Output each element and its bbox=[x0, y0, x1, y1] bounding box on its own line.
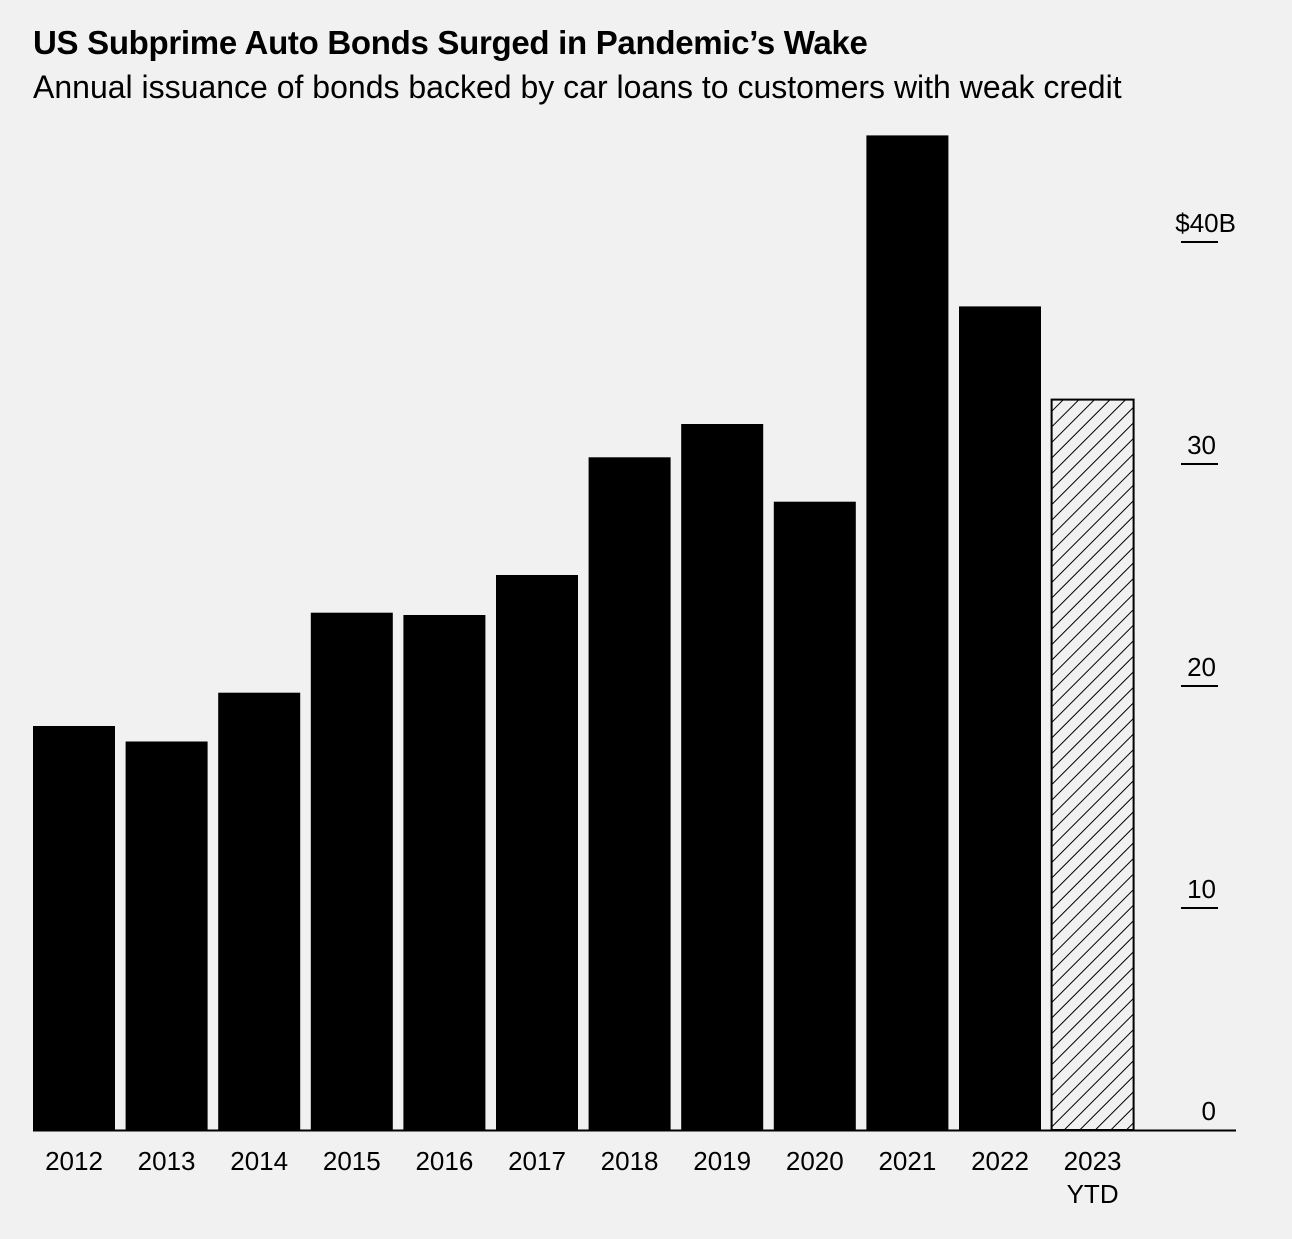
y-tick-label-20: 20 bbox=[1187, 652, 1216, 682]
x-tick-label-2014: 2014 bbox=[230, 1146, 288, 1176]
bar-2021 bbox=[866, 135, 949, 1130]
x-tick-label-2016: 2016 bbox=[415, 1146, 473, 1176]
bar-2023 bbox=[1050, 398, 1135, 1132]
y-axis: 0 10 20 30 $40B bbox=[1175, 208, 1236, 1126]
bar-2016 bbox=[403, 615, 486, 1130]
bar-2018 bbox=[588, 457, 671, 1130]
bar-2019 bbox=[681, 424, 764, 1130]
y-tick-label-0: 0 bbox=[1202, 1096, 1216, 1126]
chart-subtitle: Annual issuance of bonds backed by car l… bbox=[33, 69, 1122, 105]
chart-title: US Subprime Auto Bonds Surged in Pandemi… bbox=[33, 24, 868, 61]
y-tick-label-10: 10 bbox=[1187, 874, 1216, 904]
y-tick-label-40: $40B bbox=[1175, 208, 1236, 238]
x-tick-label-2015: 2015 bbox=[323, 1146, 381, 1176]
bar-2014 bbox=[218, 692, 301, 1130]
x-tick-label-2019: 2019 bbox=[693, 1146, 751, 1176]
x-tick-label-2022: 2022 bbox=[971, 1146, 1029, 1176]
bar-2020 bbox=[773, 501, 856, 1130]
x-tick-label-2021: 2021 bbox=[878, 1146, 936, 1176]
x-tick-label-2013: 2013 bbox=[138, 1146, 196, 1176]
bars-group bbox=[33, 135, 1135, 1132]
x-tick-label-2017: 2017 bbox=[508, 1146, 566, 1176]
bar-2013 bbox=[125, 741, 208, 1130]
bar-2012 bbox=[33, 726, 115, 1130]
bar-2017 bbox=[496, 575, 578, 1130]
x-tick-label-2012: 2012 bbox=[45, 1146, 103, 1176]
y-tick-label-30: 30 bbox=[1187, 430, 1216, 460]
x-tick-label-2020: 2020 bbox=[786, 1146, 844, 1176]
x-tick-sublabel-2023: YTD bbox=[1067, 1179, 1119, 1209]
x-tick-label-2018: 2018 bbox=[601, 1146, 659, 1176]
x-axis: 2012 2013 2014 2015 2016 2017 2018 2019 2020 2021… bbox=[33, 1129, 1236, 1209]
bar-2022 bbox=[959, 306, 1041, 1130]
bar-2015 bbox=[310, 612, 393, 1130]
x-tick-label-2023: 2023 bbox=[1064, 1146, 1122, 1176]
